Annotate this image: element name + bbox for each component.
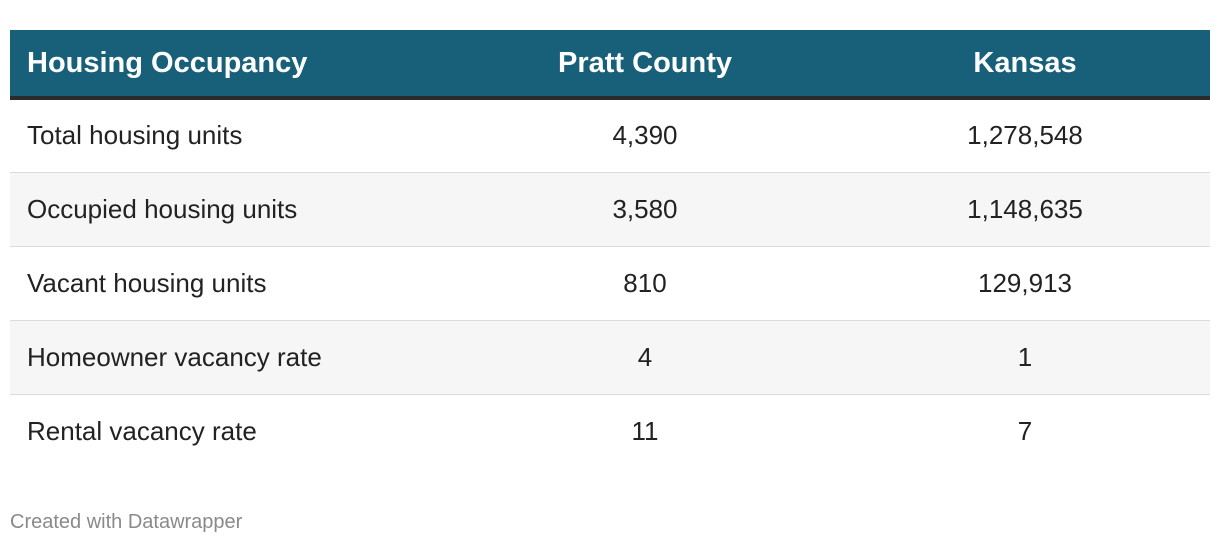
table-row: Rental vacancy rate 11 7 xyxy=(10,394,1210,468)
pratt-county-value: 810 xyxy=(623,267,667,298)
table-header: Housing Occupancy Pratt County Kansas xyxy=(10,30,1210,100)
table-row: Total housing units 4,390 1,278,548 xyxy=(10,98,1210,172)
pratt-county-value: 3,580 xyxy=(612,193,678,224)
pratt-county-value: 4 xyxy=(637,341,653,372)
table-body: Total housing units 4,390 1,278,548 Occu… xyxy=(10,98,1210,468)
datawrapper-credit: Created with Datawrapper xyxy=(10,511,243,533)
column-header-pratt-county: Pratt County xyxy=(450,30,840,100)
header-row: Housing Occupancy Pratt County Kansas xyxy=(10,30,1210,100)
column-header-housing-occupancy: Housing Occupancy xyxy=(10,30,450,100)
table-row: Occupied housing units 3,580 1,148,635 xyxy=(10,172,1210,246)
row-label: Vacant housing units xyxy=(27,267,267,298)
row-label: Rental vacancy rate xyxy=(27,415,257,446)
kansas-value: 7 xyxy=(1017,415,1033,446)
row-label: Occupied housing units xyxy=(27,193,298,224)
row-label: Total housing units xyxy=(27,120,243,151)
data-table-container: Housing Occupancy Pratt County Kansas To… xyxy=(10,30,1210,468)
kansas-value: 1,278,548 xyxy=(967,120,1083,151)
pratt-county-value: 11 xyxy=(631,415,659,446)
housing-occupancy-table: Housing Occupancy Pratt County Kansas To… xyxy=(10,30,1210,468)
pratt-county-value: 4,390 xyxy=(612,120,678,151)
kansas-value: 129,913 xyxy=(978,267,1072,298)
kansas-value: 1 xyxy=(1017,341,1033,372)
kansas-value: 1,148,635 xyxy=(967,193,1083,224)
row-label: Homeowner vacancy rate xyxy=(27,341,322,372)
column-header-kansas: Kansas xyxy=(840,30,1210,100)
table-row: Vacant housing units 810 129,913 xyxy=(10,246,1210,320)
table-row: Homeowner vacancy rate 4 1 xyxy=(10,320,1210,394)
